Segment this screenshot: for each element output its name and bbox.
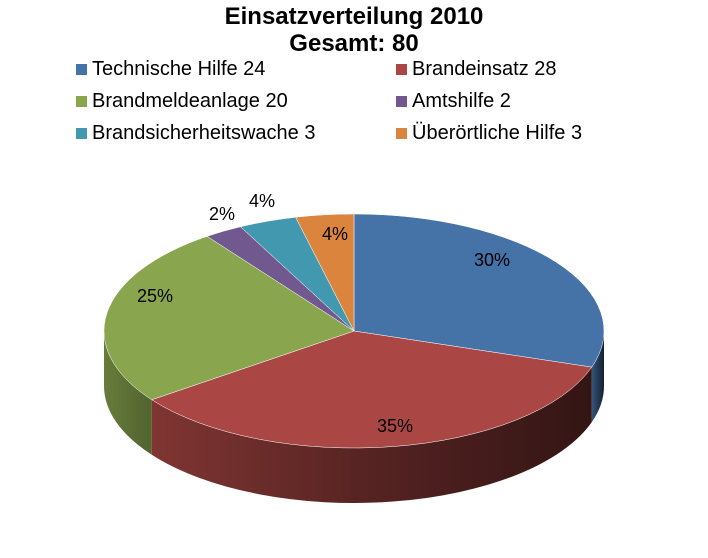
legend-label: Technische Hilfe 24: [92, 58, 266, 80]
data-label: 4%: [249, 191, 275, 211]
data-label: 25%: [137, 286, 173, 306]
legend-swatch: [396, 96, 407, 107]
legend-label: Brandsicherheitswache 3: [92, 122, 316, 144]
legend-item: Amtshilfe 2: [396, 90, 511, 113]
pie-slice-side: [104, 331, 152, 455]
legend-swatch: [396, 128, 407, 139]
legend-swatch: [76, 128, 87, 139]
legend-item: Brandeinsatz 28: [396, 58, 557, 81]
legend-swatch: [396, 64, 407, 75]
legend-swatch: [76, 96, 87, 107]
legend-item: Technische Hilfe 24: [76, 58, 265, 81]
legend-label: Brandeinsatz 28: [412, 58, 557, 80]
pie-slice: [103, 236, 355, 401]
chart-subtitle: Gesamt: 80: [289, 30, 419, 57]
legend-item: Brandmeldeanlage 20: [76, 90, 288, 113]
legend-label: Amtshilfe 2: [412, 90, 511, 112]
data-label: 2%: [209, 204, 235, 224]
pie-slice-side: [591, 331, 604, 423]
pie-slice: [295, 213, 355, 332]
legend-item: Brandsicherheitswache 3: [76, 122, 315, 145]
pie-slice-side: [151, 367, 592, 504]
legend-item: Überörtliche Hilfe 3: [396, 122, 582, 145]
pie-slice: [151, 330, 593, 449]
data-label: 30%: [474, 250, 510, 270]
data-label: 4%: [322, 224, 348, 244]
legend-label: Brandmeldeanlage 20: [92, 90, 288, 112]
data-label: 35%: [377, 416, 413, 436]
legend-swatch: [76, 64, 87, 75]
chart-title: Einsatzverteilung 2010: [224, 3, 484, 30]
legend-label: Überörtliche Hilfe 3: [412, 122, 583, 144]
pie-slice: [353, 213, 605, 368]
